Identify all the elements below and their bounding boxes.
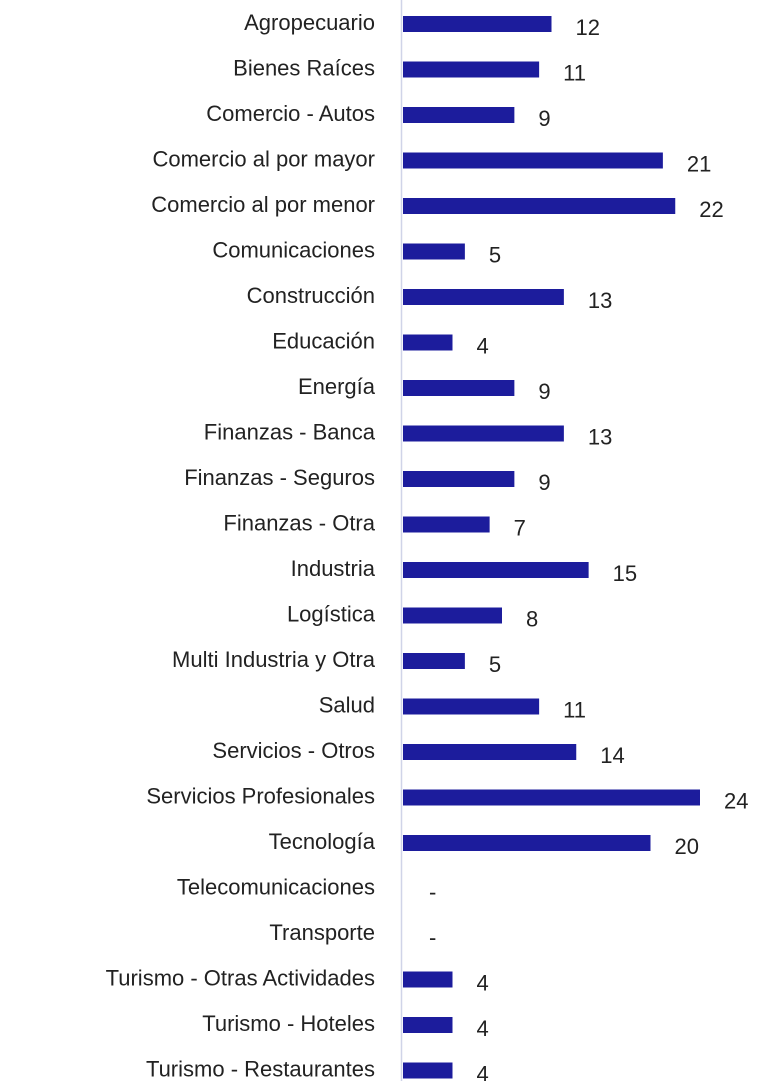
- value-label: 4: [477, 970, 489, 995]
- value-label: 9: [538, 379, 550, 404]
- category-label: Finanzas - Banca: [204, 419, 376, 444]
- value-label: 11: [563, 697, 586, 722]
- category-label: Industria: [291, 556, 376, 581]
- value-label: -: [429, 879, 436, 904]
- value-label: 24: [724, 788, 748, 813]
- category-label: Comunicaciones: [212, 237, 375, 262]
- bar: [403, 198, 676, 214]
- value-label: 13: [588, 288, 612, 313]
- value-label: 9: [538, 470, 550, 495]
- category-label: Telecomunicaciones: [177, 874, 375, 899]
- bar: [403, 61, 540, 78]
- value-label: 4: [477, 333, 489, 358]
- bar: [403, 107, 515, 123]
- bar: [403, 471, 515, 487]
- category-label: Transporte: [269, 920, 375, 945]
- category-label: Servicios Profesionales: [146, 783, 375, 808]
- category-label: Tecnología: [269, 829, 376, 854]
- category-label: Turismo - Hoteles: [202, 1011, 375, 1036]
- category-label: Turismo - Restaurantes: [146, 1056, 375, 1081]
- value-label: 4: [477, 1061, 489, 1081]
- category-label: Turismo - Otras Actividades: [106, 965, 375, 990]
- bar: [403, 16, 552, 32]
- category-label: Comercio al por menor: [151, 192, 375, 217]
- bar: [403, 789, 700, 806]
- bar: [403, 653, 465, 669]
- bar: [403, 243, 465, 260]
- value-label: 8: [526, 606, 538, 631]
- category-label: Agropecuario: [244, 10, 375, 35]
- value-label: 5: [489, 242, 501, 267]
- value-label: 11: [563, 60, 586, 85]
- value-label: 14: [600, 743, 624, 768]
- bar: [403, 334, 453, 351]
- category-label: Energía: [298, 374, 376, 399]
- bar: [403, 971, 453, 988]
- category-label: Salud: [319, 692, 375, 717]
- value-label: 12: [576, 15, 600, 40]
- value-label: 5: [489, 652, 501, 677]
- value-label: -: [429, 925, 436, 950]
- category-label: Construcción: [247, 283, 375, 308]
- bar: [403, 516, 490, 533]
- category-label: Educación: [272, 328, 375, 353]
- bar: [403, 698, 540, 715]
- category-label: Comercio al por mayor: [152, 146, 375, 171]
- bar: [403, 380, 515, 396]
- bar: [403, 289, 564, 305]
- bar: [403, 1062, 453, 1079]
- value-label: 4: [477, 1016, 489, 1041]
- value-label: 21: [687, 151, 711, 176]
- bar: [403, 562, 589, 578]
- bar: [403, 607, 502, 624]
- value-label: 7: [514, 515, 526, 540]
- bar: [403, 835, 651, 851]
- category-label: Finanzas - Otra: [223, 510, 375, 535]
- value-label: 15: [613, 561, 637, 586]
- value-label: 20: [675, 834, 699, 859]
- category-label: Bienes Raíces: [233, 55, 375, 80]
- category-label: Servicios - Otros: [212, 738, 375, 763]
- value-label: 13: [588, 424, 612, 449]
- bar: [403, 1017, 453, 1033]
- bar: [403, 152, 663, 169]
- category-label: Finanzas - Seguros: [184, 465, 375, 490]
- bar: [403, 425, 564, 442]
- value-label: 9: [538, 106, 550, 131]
- category-label: Comercio - Autos: [206, 101, 375, 126]
- value-label: 22: [699, 197, 723, 222]
- category-label: Logística: [287, 601, 376, 626]
- bar: [403, 744, 577, 760]
- category-label: Multi Industria y Otra: [172, 647, 376, 672]
